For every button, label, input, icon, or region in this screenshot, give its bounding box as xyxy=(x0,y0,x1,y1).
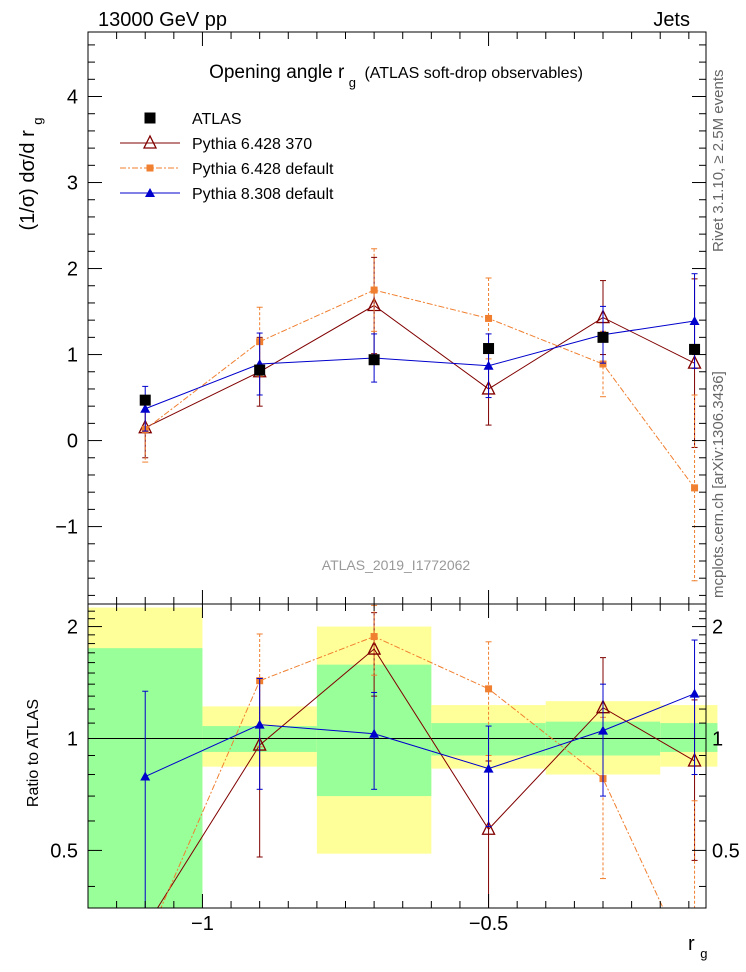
ratio-y-tick-label: 0.5 xyxy=(50,840,78,862)
series-line xyxy=(145,304,695,429)
y-axis-label-sub: g xyxy=(30,117,45,124)
data-point xyxy=(481,820,496,835)
top-panel xyxy=(138,248,702,582)
data-point xyxy=(599,360,607,368)
data-point xyxy=(485,685,493,693)
series-line xyxy=(145,320,695,410)
source-label: mcplots.cern.ch [arXiv:1306.3436] xyxy=(710,371,727,598)
series-line xyxy=(144,289,695,489)
data-point xyxy=(369,728,380,738)
data-point xyxy=(483,360,494,370)
series-line xyxy=(145,693,695,778)
chart-title-rest: (ATLAS soft-drop observables) xyxy=(364,65,582,82)
data-point xyxy=(140,403,151,413)
y-axis-label-main: (1/σ) dσ/d r xyxy=(17,130,39,231)
ratio-y-tick-label: 1 xyxy=(67,728,78,750)
x-tick-label: −1 xyxy=(191,913,214,935)
x-axis-label-sub: g xyxy=(700,946,707,961)
legend: ATLAS Pythia 6.428 370 Pythia 6.428 defaul… xyxy=(120,111,334,203)
data-point xyxy=(691,484,699,492)
top-panel-frame xyxy=(87,31,707,605)
data-point xyxy=(370,633,378,641)
data-point xyxy=(139,394,151,406)
y-tick-label: 4 xyxy=(67,87,78,109)
legend-marker xyxy=(146,164,154,172)
y-tick-label: 0 xyxy=(67,431,78,453)
series-line xyxy=(156,648,695,908)
data-point xyxy=(597,331,609,343)
ratio-y-tick-label-right: 1 xyxy=(712,728,723,750)
series-line xyxy=(160,636,664,908)
legend-marker xyxy=(145,188,155,197)
ratio-y-tick-label: 2 xyxy=(67,617,78,639)
x-tick-label: −0.5 xyxy=(469,913,508,935)
data-point xyxy=(689,316,700,326)
process-label: Jets xyxy=(653,9,690,31)
legend-label: Pythia 8.308 default xyxy=(192,186,334,203)
analysis-watermark: ATLAS_2019_I1772062 xyxy=(322,557,471,573)
chart-title: Opening angle r g (ATLAS soft-drop obser… xyxy=(209,62,583,91)
legend-label: Pythia 6.428 370 xyxy=(192,136,312,153)
series-3 xyxy=(140,273,700,432)
y-tick-label: 3 xyxy=(67,173,78,195)
data-point xyxy=(370,286,378,294)
legend-marker xyxy=(144,112,156,124)
data-point xyxy=(485,314,493,322)
y-tick-label: 1 xyxy=(67,345,78,367)
data-point xyxy=(483,343,495,355)
x-axis-label: r g xyxy=(688,933,707,961)
y-tick-label: −1 xyxy=(55,517,78,539)
energy-label: 13000 GeV pp xyxy=(98,9,227,31)
x-axis-label-main: r xyxy=(688,933,695,955)
series-1 xyxy=(138,256,702,459)
legend-label: Pythia 6.428 default xyxy=(192,161,334,178)
legend-marker xyxy=(142,134,158,149)
data-point xyxy=(689,343,701,355)
data-point xyxy=(367,640,382,655)
ratio-panel xyxy=(88,604,718,909)
data-point xyxy=(368,354,380,366)
data-point xyxy=(254,364,266,376)
data-point xyxy=(598,725,608,735)
y-tick-label: 2 xyxy=(67,259,78,281)
series-2 xyxy=(141,248,699,582)
data-point xyxy=(689,688,700,698)
data-point xyxy=(140,771,151,781)
ratio-axis-label: Ratio to ATLAS xyxy=(25,699,42,807)
y-axis-label: (1/σ) dσ/d r g xyxy=(17,117,45,230)
rivet-label: Rivet 3.1.10, ≥ 2.5M events xyxy=(710,70,727,253)
ratio-y-tick-label-right: 0.5 xyxy=(712,840,740,862)
ratio-y-tick-label-right: 2 xyxy=(712,617,723,639)
series-0 xyxy=(139,331,701,406)
data-point xyxy=(483,763,494,773)
data-point xyxy=(254,719,265,729)
chart-title-main: Opening angle r xyxy=(209,62,345,83)
legend-label: ATLAS xyxy=(192,111,242,128)
chart-title-sub: g xyxy=(349,75,356,90)
uncertainty-band-inner xyxy=(660,723,718,752)
